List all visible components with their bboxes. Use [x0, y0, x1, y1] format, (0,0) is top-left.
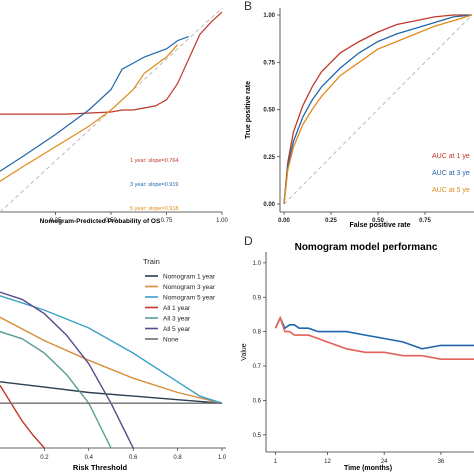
performance-title: Nomogram model performanc	[295, 242, 438, 253]
dca-legend-entry: All 5 year	[163, 326, 191, 333]
dca-series-2	[0, 316, 223, 404]
roc-y-label: True positive rate	[245, 81, 252, 139]
calibration-x-tick-label: 0.75	[161, 218, 173, 224]
dca-x-tick-label: 0.8	[173, 455, 182, 461]
performance-x-tick-label: 36	[438, 459, 445, 465]
dca-x-tick-label: 1.0	[218, 455, 227, 461]
performance-panel: D Nomogram model performanc 1 12 24 36 0.5 0.…	[241, 234, 474, 472]
performance-y-tick-label: 0.7	[253, 364, 262, 370]
roc-legend-entry: AUC at 5 ye	[432, 187, 470, 194]
dca-x-label: Risk Threshold	[73, 463, 128, 472]
roc-x-tick-label: 0.00	[278, 218, 290, 224]
calibration-panel: 0.25 0.50 0.75 1.00 1 year: slope=0.764 3 ye…	[0, 7, 228, 225]
calibration-series-2	[0, 36, 189, 172]
calibration-series-3	[0, 44, 179, 182]
calibration-legend-entry: 3 year: slope=0.919	[130, 182, 178, 188]
dca-x-tick-label: 0.4	[85, 455, 94, 461]
calibration-x-label: Nomogram-Predicted Probability of OS	[40, 218, 161, 225]
performance-x-label: Time (months)	[344, 465, 392, 472]
performance-y-tick-label: 0.8	[253, 330, 262, 336]
roc-y-tick-label: 0.75	[263, 60, 275, 66]
performance-y-tick-label: 0.5	[253, 433, 262, 439]
dca-series-4	[0, 384, 45, 448]
performance-series-1	[274, 315, 474, 350]
decision-curve-panel: 0.2 0.4 0.6 0.8 1.0 Train Nomogram 1 year Nomo…	[0, 257, 227, 472]
roc-x-tick-label: 0.25	[325, 218, 337, 224]
dca-legend-entry: None	[163, 337, 179, 344]
calibration-legend-entry: 1 year: slope=0.764	[130, 158, 178, 164]
calibration-x-tick-label: 0.25	[50, 218, 62, 224]
calibration-x-tick-label: 0.50	[105, 218, 117, 224]
panel-b-label: B	[244, 0, 252, 13]
roc-reference-line	[283, 14, 473, 205]
dca-legend-entry: Nomogram 1 year	[163, 274, 216, 281]
dca-legend-entry: Nomogram 5 year	[163, 295, 216, 302]
roc-legend-entry: AUC at 1 ye	[432, 153, 470, 160]
dca-legend-entry: Nomogram 3 year	[163, 284, 216, 291]
dca-x-tick-label: 0.2	[40, 455, 49, 461]
dca-series-1	[0, 381, 223, 404]
dca-legend-entry: All 3 year	[163, 316, 191, 323]
roc-x-tick-label: 0.75	[419, 218, 431, 224]
roc-y-tick-label: 0.00	[263, 202, 275, 208]
roc-x-label: False positive rate	[349, 222, 410, 229]
performance-series-2	[274, 315, 474, 360]
roc-series-2	[283, 14, 473, 205]
roc-series-1	[283, 14, 472, 205]
performance-y-label: Value	[241, 343, 248, 360]
dca-legend-entry: All 1 year	[163, 305, 191, 312]
roc-y-tick-label: 0.25	[263, 155, 275, 161]
dca-series-3	[0, 295, 223, 404]
roc-x-tick-label: 0.50	[372, 218, 384, 224]
calibration-series-1	[0, 11, 223, 115]
performance-x-tick-label: 1	[274, 459, 278, 465]
roc-legend-entry: AUC at 3 ye	[432, 170, 470, 177]
roc-panel: B 0.00 0.25 0.50 0.75 0.00 0.25 0.50 0.75 1.00 A…	[244, 0, 474, 229]
dca-x-tick-label: 0.6	[129, 455, 138, 461]
performance-y-tick-label: 0.6	[253, 398, 262, 404]
dca-legend-title: Train	[143, 257, 160, 266]
panel-d-label: D	[244, 234, 253, 248]
roc-series-3	[283, 14, 473, 205]
roc-y-tick-label: 1.00	[263, 13, 275, 19]
performance-y-tick-label: 0.9	[253, 295, 262, 301]
calibration-legend-entry: 5 year: slope=0.918	[130, 206, 178, 212]
dca-series-5	[0, 330, 112, 448]
calibration-x-tick-label: 1.00	[216, 218, 228, 224]
roc-y-tick-label: 0.50	[263, 108, 275, 114]
performance-x-tick-label: 24	[381, 459, 388, 465]
performance-x-tick-label: 12	[324, 459, 331, 465]
performance-y-tick-label: 1.0	[253, 261, 262, 267]
